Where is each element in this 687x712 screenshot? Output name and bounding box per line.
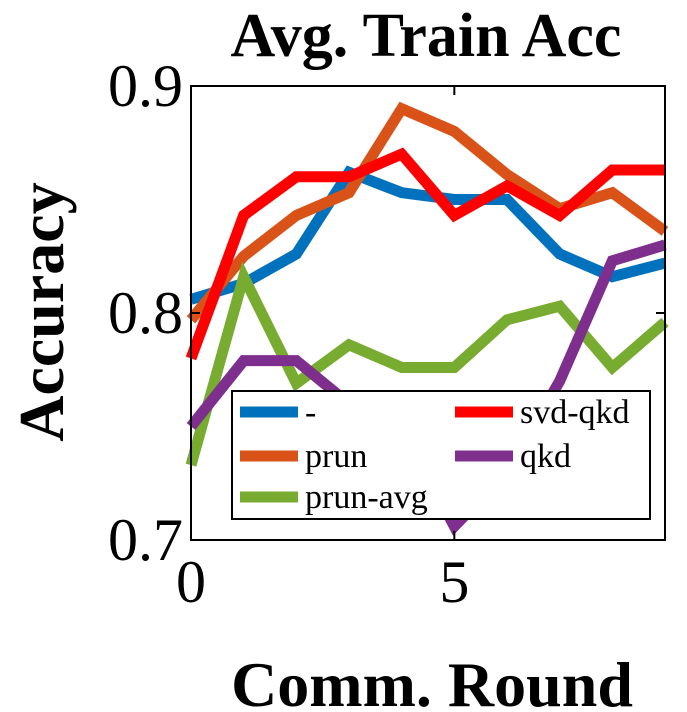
series-line-2 bbox=[185, 261, 669, 467]
legend: - prun prun-avg svd-qkd qkd bbox=[231, 390, 651, 520]
x-axis-label: Comm. Round bbox=[231, 649, 633, 712]
legend-label-4: qkd bbox=[520, 438, 571, 475]
series-line-3 bbox=[185, 147, 665, 361]
axes-group: 0 5 0.7 0.8 0.9 bbox=[108, 53, 666, 615]
y-axis-label: Accuracy bbox=[6, 182, 77, 441]
y-tick-label: 0.7 bbox=[108, 507, 183, 573]
legend-label-2: prun-avg bbox=[305, 479, 428, 516]
y-tick-label: 0.8 bbox=[108, 280, 183, 346]
x-tick-label: 0 bbox=[176, 549, 206, 615]
series-line-0 bbox=[189, 165, 667, 305]
legend-label-0: - bbox=[305, 394, 316, 431]
series-line-1 bbox=[186, 101, 669, 324]
chart-title: Avg. Train Acc bbox=[231, 2, 622, 70]
series-group bbox=[185, 101, 669, 536]
x-tick-label: 5 bbox=[439, 549, 469, 615]
legend-label-3: svd-qkd bbox=[520, 394, 630, 431]
legend-label-1: prun bbox=[305, 438, 367, 475]
legend-box bbox=[231, 390, 651, 520]
y-tick-label: 0.9 bbox=[108, 53, 183, 119]
